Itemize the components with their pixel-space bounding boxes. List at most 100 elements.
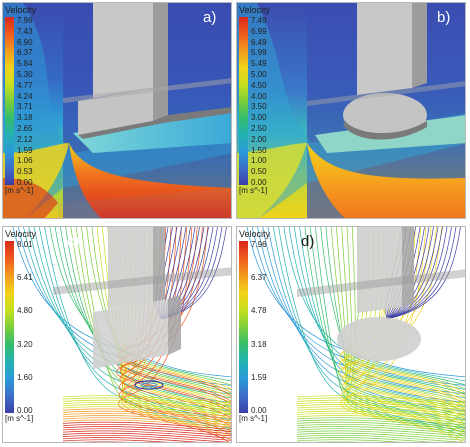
colorbar-tick-label: 6.37 — [17, 48, 33, 58]
streamline — [296, 432, 465, 441]
legend-title: Velocity — [239, 229, 271, 239]
streamline — [345, 227, 465, 429]
velocity-streamline-image-c — [3, 227, 231, 442]
colorbar-legend-a: Velocity 7.96 7.43 6.90 6.37 5.84 5.30 4.77 4.2… — [5, 5, 36, 195]
legend-unit: [m s^-1] — [239, 414, 268, 423]
streamline — [315, 227, 465, 433]
contour-panel-b: Velocity 7.49 6.99 6.49 5.99 5.49 5.00 4.50 4.0… — [236, 2, 466, 219]
streamline — [62, 412, 231, 421]
streamline — [330, 227, 465, 403]
colorbar-tick-label: 1.59 — [251, 372, 267, 382]
streamline — [386, 227, 452, 320]
streamline-panel-d: Velocity 7.96 6.37 4.78 3.18 1.59 0.00 [m s^-… — [236, 226, 466, 443]
streamline — [62, 397, 231, 406]
contour-panel-a: Velocity 7.96 7.43 6.90 6.37 5.84 5.30 4.77 4.2… — [2, 2, 232, 219]
streamline — [62, 423, 231, 432]
colorbar-tick-label: 6.49 — [251, 37, 267, 47]
streamline — [62, 419, 231, 428]
velocity-contour-image-b — [237, 3, 465, 218]
colorbar-tick-label: 8.01 — [17, 240, 33, 249]
colorbar-tick-label: 2.00 — [251, 134, 267, 144]
streamline — [62, 426, 231, 435]
colorbar-tick-label: 3.18 — [251, 339, 267, 349]
colorbar — [239, 241, 248, 413]
colorbar-tick-label: 6.41 — [17, 273, 33, 283]
streamline — [296, 419, 465, 428]
streamline — [118, 227, 230, 442]
colorbar-tick-label: 2.12 — [17, 134, 33, 144]
legend-unit: [m s^-1] — [239, 186, 268, 195]
colorbar-legend-d: Velocity 7.96 6.37 4.78 3.18 1.59 0.00 [m s^-… — [239, 229, 271, 423]
streamline — [62, 395, 231, 404]
legend-title: Velocity — [5, 229, 37, 239]
streamline — [119, 227, 231, 419]
streamline — [294, 227, 465, 399]
colorbar-tick-label: 0.00 — [251, 178, 267, 187]
colorbar-tick-label: 6.37 — [251, 273, 267, 283]
streamline — [62, 401, 231, 410]
velocity-streamline-image-d — [237, 227, 465, 442]
colorbar-tick-label: 7.96 — [17, 16, 33, 25]
streamline — [118, 227, 231, 436]
colorbar — [239, 17, 248, 185]
panel-label: b) — [437, 9, 451, 26]
streamline — [28, 227, 231, 403]
streamline — [386, 227, 434, 320]
streamline — [313, 441, 363, 442]
streamline — [386, 227, 439, 320]
colorbar-legend-c: Velocity 8.01 6.41 4.80 3.20 1.60 0.00 [m s^-… — [5, 229, 37, 423]
colorbar-tick-label: 0.50 — [251, 167, 267, 177]
colorbar-tick-label: 5.00 — [251, 70, 267, 79]
streamline — [296, 423, 465, 432]
colorbar-tick-label: 0.00 — [17, 406, 33, 415]
colorbar-tick-label: 0.00 — [251, 406, 267, 415]
colorbar-legend-b: Velocity 7.49 6.99 6.49 5.99 5.49 5.00 4.50 4.0… — [239, 5, 270, 195]
colorbar-tick-label: 3.50 — [251, 102, 267, 112]
streamline — [278, 227, 465, 429]
streamline — [257, 227, 465, 395]
streamline — [296, 401, 465, 410]
streamline — [62, 399, 231, 408]
streamline — [288, 227, 465, 390]
colorbar-tick-label: 5.99 — [251, 48, 267, 58]
streamline — [386, 227, 448, 320]
streamline — [296, 426, 465, 435]
streamline — [62, 421, 231, 430]
colorbar-tick-label: 1.59 — [17, 145, 33, 155]
colorbar-tick-label: 5.30 — [17, 70, 33, 79]
streamline — [296, 408, 465, 417]
streamline — [116, 227, 231, 414]
colorbar-tick-label: 1.06 — [17, 156, 33, 166]
streamline — [338, 227, 465, 414]
streamline — [296, 421, 465, 430]
colorbar-tick-label: 7.43 — [17, 26, 33, 36]
legend-unit: [m s^-1] — [5, 414, 34, 423]
streamline — [386, 227, 457, 320]
streamline — [296, 406, 465, 415]
streamline — [70, 227, 231, 416]
streamline — [38, 227, 231, 421]
streamline — [296, 417, 465, 426]
streamline — [296, 412, 465, 421]
streamline — [246, 227, 465, 378]
panel-label: a) — [203, 9, 217, 26]
streamline — [62, 430, 231, 439]
colorbar-tick-label: 2.65 — [17, 124, 33, 133]
colorbar-tick-label: 3.20 — [17, 339, 33, 349]
colorbar-tick-label: 4.00 — [251, 91, 267, 101]
streamline — [62, 406, 231, 415]
colorbar-tick-label: 3.71 — [17, 102, 33, 112]
streamline — [75, 227, 231, 425]
streamline — [62, 415, 231, 424]
streamline — [62, 408, 231, 417]
streamline — [299, 227, 465, 407]
streamline — [296, 428, 465, 437]
colorbar-tick-label: 2.50 — [251, 124, 267, 133]
colorbar-tick-label: 5.84 — [17, 59, 33, 69]
streamline — [62, 439, 170, 442]
streamline — [386, 227, 461, 320]
streamline — [296, 399, 465, 408]
streamline — [65, 227, 231, 407]
colorbar-tick-label: 4.80 — [17, 306, 33, 316]
colorbar-tick-label: 1.60 — [17, 372, 33, 382]
